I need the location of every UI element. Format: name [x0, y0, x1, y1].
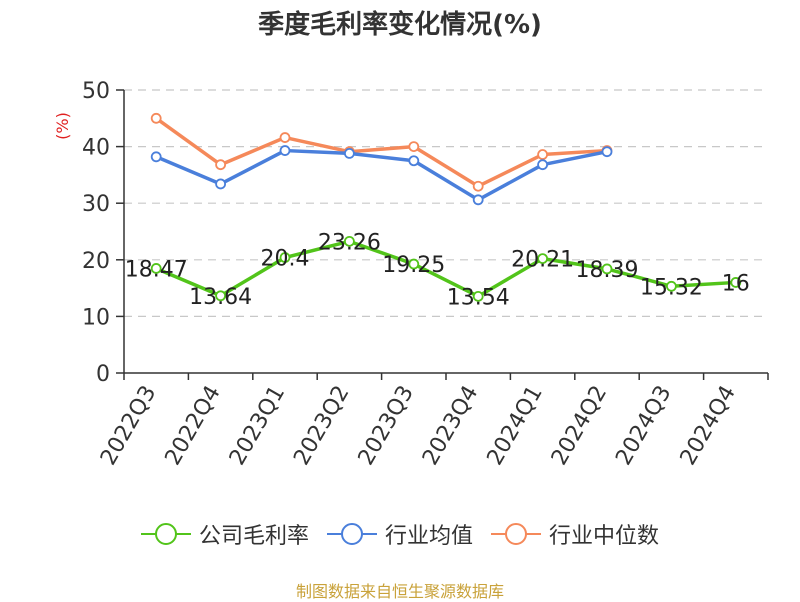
legend-label: 行业中位数: [549, 524, 660, 549]
data-label: 20.21: [511, 248, 574, 273]
y-tick-label: 30: [82, 192, 110, 217]
data-point: [537, 149, 548, 160]
legend-marker-icon: [326, 523, 377, 545]
y-tick-label: 50: [82, 79, 110, 104]
x-tick-label: 2024Q2: [547, 382, 612, 470]
legend-circle: [505, 523, 527, 545]
series-line-2: [155, 116, 608, 188]
legend-circle: [340, 523, 363, 545]
data-point: [343, 147, 355, 159]
data-label: 18.39: [576, 258, 639, 283]
legend-label: 行业均值: [384, 524, 473, 549]
data-label: 13.64: [189, 285, 252, 310]
data-point: [215, 290, 227, 302]
data-point: [279, 252, 291, 263]
data-point: [150, 263, 162, 274]
y-axis-label: (%): [53, 112, 72, 140]
data-point: [150, 112, 162, 124]
series-line-0: [155, 239, 736, 299]
data-point: [215, 178, 227, 190]
data-point: [666, 280, 677, 292]
data-point: [343, 235, 355, 247]
legend-marker-icon: [491, 523, 541, 545]
legend-marker-icon: [140, 523, 191, 545]
legend-item[interactable]: 公司毛利率: [140, 518, 309, 550]
data-point: [215, 159, 227, 171]
data-label: 16: [722, 271, 750, 296]
data-point: [150, 151, 162, 163]
data-point: [537, 159, 548, 171]
data-point: [472, 180, 484, 192]
source-text: 制图数据来自恒生聚源数据库: [295, 582, 504, 601]
x-tick-label: 2023Q4: [418, 382, 483, 470]
data-label: 20.4: [261, 247, 310, 272]
data-label: 13.54: [447, 285, 510, 310]
y-tick-label: 0: [96, 362, 110, 387]
x-tick-label: 2024Q1: [482, 382, 547, 470]
data-point: [730, 277, 742, 288]
data-point: [537, 253, 548, 265]
x-tick-label: 2023Q1: [225, 382, 290, 470]
data-point: [472, 290, 484, 302]
y-tick-label: 20: [82, 249, 110, 274]
legend-item[interactable]: 行业均值: [326, 518, 473, 550]
legend-label: 公司毛利率: [198, 524, 309, 549]
data-point: [601, 146, 613, 158]
x-tick-label: 2024Q4: [676, 382, 741, 470]
y-tick-label: 40: [82, 136, 110, 161]
data-point: [408, 141, 420, 153]
x-tick-label: 2022Q4: [160, 382, 225, 470]
data-point: [279, 132, 291, 143]
x-tick-label: 2024Q3: [611, 382, 676, 470]
legend-circle: [154, 523, 177, 545]
series-lines: [150, 112, 742, 302]
x-tick-label: 2023Q3: [354, 382, 419, 470]
y-tick-label: 10: [82, 305, 110, 330]
grid-lines: [124, 89, 768, 317]
x-tick-label: 2022Q3: [96, 382, 161, 470]
data-label: 18.47: [125, 257, 188, 282]
data-point: [601, 263, 613, 275]
data-point: [472, 194, 484, 206]
series-line-1: [155, 148, 608, 202]
data-label: 19.25: [382, 253, 445, 278]
data-point: [408, 155, 420, 167]
data-point: [279, 145, 291, 156]
data-label: 15.32: [640, 275, 703, 300]
data-label: 23.26: [318, 230, 381, 255]
chart-title: 季度毛利率变化情况(%): [258, 10, 542, 40]
legend: 公司毛利率 行业均值 行业中位数: [0, 518, 800, 550]
legend-item[interactable]: 行业中位数: [491, 518, 659, 550]
x-tick-label: 2023Q2: [289, 382, 354, 470]
data-point: [408, 258, 420, 270]
